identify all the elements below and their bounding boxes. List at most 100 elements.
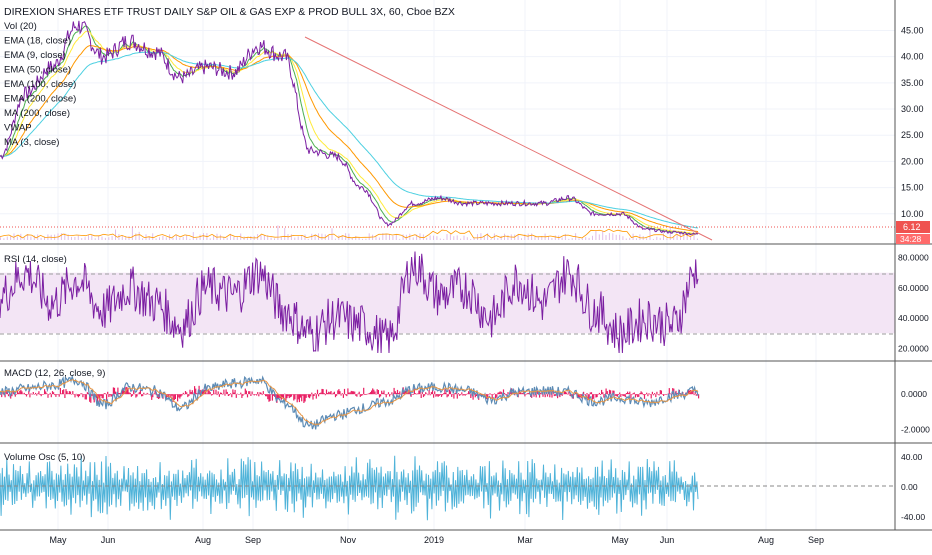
- volume-bar: [497, 238, 499, 240]
- macd-histogram-bar: [131, 394, 134, 396]
- price-indicator-label[interactable]: EMA (100, close): [4, 79, 76, 90]
- macd-histogram-bar: [230, 393, 232, 395]
- macd-histogram-bar: [602, 392, 604, 395]
- macd-histogram-bar: [259, 392, 261, 395]
- macd-histogram-bar: [239, 394, 241, 395]
- price-indicator-label[interactable]: VWAP: [4, 123, 32, 134]
- macd-histogram-bar: [78, 394, 81, 397]
- price-scale[interactable]: 45.00 40.00 35.00 30.00 25.00 20.00 15.00 10.00: [901, 25, 924, 218]
- volume-bar: [226, 237, 228, 240]
- macd-histogram-bar: [495, 394, 497, 399]
- macd-histogram-bar: [195, 388, 197, 395]
- vosc-scale[interactable]: 40.00 0.00 -40.00: [901, 452, 925, 522]
- macd-histogram-bar: [153, 393, 155, 395]
- price-indicator-label[interactable]: EMA (9, close): [4, 50, 66, 61]
- macd-histogram-bar: [551, 394, 553, 398]
- macd-histogram-bar: [631, 394, 633, 395]
- macd-histogram-bar: [634, 394, 637, 398]
- macd-histogram-bar: [383, 390, 385, 395]
- macd-histogram-bar: [521, 393, 523, 395]
- macd-histogram-bar: [461, 392, 463, 395]
- rsi-tick-label: 20.0000: [898, 343, 929, 353]
- price-indicator-label[interactable]: MA (3, close): [4, 137, 59, 148]
- volume-bar: [304, 234, 306, 240]
- price-indicator-label[interactable]: EMA (18, close): [4, 36, 71, 47]
- macd-histogram-bar: [599, 394, 602, 395]
- macd-histogram-bar: [374, 391, 376, 395]
- rsi-pane[interactable]: [0, 251, 895, 354]
- price-indicator-label[interactable]: EMA (200, close): [4, 94, 76, 105]
- macd-histogram-bar: [623, 394, 625, 397]
- volume-bar: [91, 234, 93, 240]
- macd-histogram-bar: [10, 394, 12, 399]
- macd-histogram-bar: [496, 394, 498, 398]
- macd-histogram-bar: [45, 391, 47, 395]
- macd-histogram-bar: [313, 394, 315, 396]
- macd-histogram-bar: [349, 392, 351, 395]
- macd-scale[interactable]: 0.0000 -2.0000: [901, 389, 930, 434]
- descending-trendline[interactable]: [304, 36, 713, 241]
- macd-label[interactable]: MACD (12, 26, close, 9): [4, 368, 105, 379]
- macd-histogram-bar: [186, 392, 188, 395]
- volume-bar: [277, 225, 279, 240]
- macd-histogram-bar: [630, 394, 632, 399]
- price-pane[interactable]: [0, 20, 895, 241]
- macd-histogram-bar: [463, 394, 465, 396]
- macd-histogram-bar: [199, 389, 201, 395]
- macd-histogram-bar: [695, 394, 697, 396]
- volume-bar: [521, 238, 522, 240]
- rsi-label[interactable]: RSI (14, close): [4, 254, 67, 265]
- macd-histogram-bar: [215, 389, 217, 395]
- time-axis[interactable]: May Jun Aug Sep Nov 2019 Mar May Jun Aug Sep: [49, 535, 824, 545]
- macd-histogram-bar: [285, 394, 287, 402]
- volume-bar: [27, 234, 29, 240]
- macd-histogram-bar: [578, 394, 580, 398]
- price-indicator-label[interactable]: EMA (50, close): [4, 65, 71, 76]
- volume-bar: [358, 237, 360, 240]
- macd-histogram-bar: [453, 394, 455, 399]
- macd-histogram-bar: [410, 394, 412, 397]
- macd-histogram-bar: [130, 394, 132, 397]
- macd-pane[interactable]: [0, 374, 700, 430]
- volume-bar: [490, 238, 492, 240]
- macd-histogram-bar: [386, 393, 388, 395]
- macd-histogram-bar: [117, 387, 119, 395]
- macd-histogram-bar: [340, 394, 342, 396]
- macd-histogram-bar: [524, 394, 526, 397]
- macd-histogram-bar: [564, 391, 567, 395]
- macd-histogram-bar: [371, 390, 373, 395]
- vosc-label[interactable]: Volume Osc (5, 10): [4, 452, 85, 463]
- volume-bar: [612, 233, 614, 240]
- volume-bar: [209, 238, 211, 240]
- volume-bar: [663, 233, 664, 240]
- macd-histogram-bar: [245, 390, 247, 395]
- volume-bar: [10, 235, 12, 240]
- price-indicator-label[interactable]: MA (200, close): [4, 108, 70, 119]
- macd-histogram-bar: [325, 389, 328, 395]
- macd-histogram-bar: [395, 392, 397, 395]
- macd-histogram-bar: [216, 394, 218, 396]
- macd-histogram-bar: [54, 394, 56, 396]
- rsi-scale[interactable]: 80.0000 60.0000 40.0000 20.0000: [898, 253, 929, 354]
- macd-histogram-bar: [74, 394, 76, 398]
- volume-bar: [443, 238, 445, 240]
- macd-histogram-bar: [173, 394, 175, 401]
- volume-bar: [111, 235, 113, 240]
- price-indicator-label[interactable]: Vol (20): [4, 21, 37, 32]
- macd-histogram-bar: [332, 392, 334, 395]
- macd-histogram-bar: [525, 394, 527, 395]
- volume-oscillator-pane[interactable]: [0, 455, 895, 521]
- volume-bar: [121, 235, 123, 240]
- volume-bar: [81, 238, 83, 240]
- macd-histogram-bar: [267, 394, 269, 400]
- macd-histogram-bar: [372, 388, 374, 395]
- macd-histogram-bar: [278, 394, 280, 399]
- macd-histogram-bar: [338, 389, 340, 395]
- macd-histogram-bar: [439, 394, 441, 395]
- macd-histogram-bar: [314, 393, 316, 395]
- volume-bar: [115, 229, 116, 240]
- macd-histogram-bar: [221, 392, 223, 395]
- macd-histogram-bar: [38, 391, 40, 395]
- macd-histogram-bar: [68, 391, 70, 395]
